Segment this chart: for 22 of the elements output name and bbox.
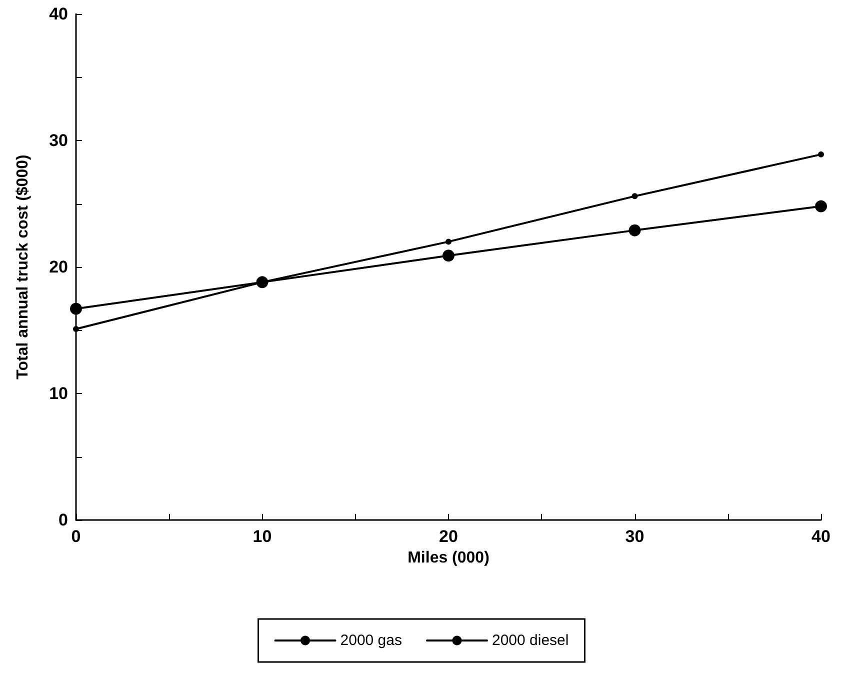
y-tick-label: 40 bbox=[49, 4, 68, 24]
point bbox=[73, 326, 79, 332]
x-tick-label: 20 bbox=[439, 527, 458, 546]
y-tick-label: 20 bbox=[49, 258, 68, 276]
point bbox=[632, 193, 638, 200]
x-tick-label: 40 bbox=[812, 527, 830, 546]
y-tick-label: 0 bbox=[58, 510, 68, 530]
point bbox=[446, 238, 452, 245]
y-tick-label: 10 bbox=[49, 384, 68, 403]
legend-label: 2000 diesel bbox=[492, 632, 569, 649]
x-tick-label: 10 bbox=[252, 527, 272, 546]
y-tick-label: 30 bbox=[49, 131, 68, 150]
y-axis-title: Total annual truck cost ($000) bbox=[14, 154, 32, 380]
point bbox=[818, 151, 824, 158]
point bbox=[442, 250, 454, 262]
x-tick-label: 0 bbox=[71, 527, 81, 546]
x-axis-title: Miles (000) bbox=[408, 550, 490, 566]
point bbox=[815, 200, 827, 212]
x-tick-label: 30 bbox=[625, 527, 644, 546]
point bbox=[628, 224, 641, 236]
legend-label: 2000 gas bbox=[340, 632, 402, 649]
point bbox=[70, 302, 82, 315]
